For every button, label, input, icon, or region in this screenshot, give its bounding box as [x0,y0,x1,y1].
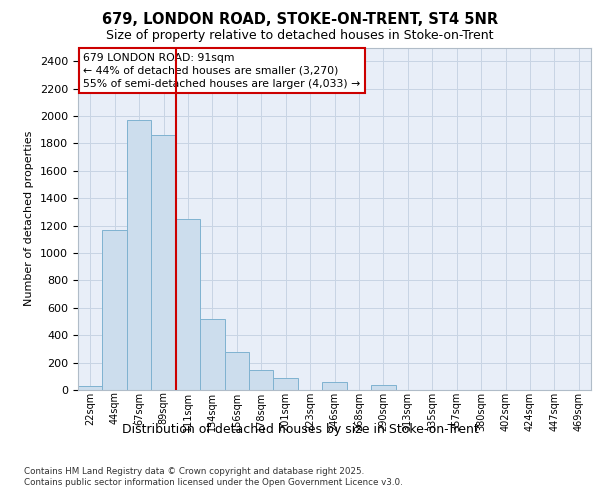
Bar [200,319,224,390]
Bar [224,352,249,390]
Bar [78,386,103,390]
Bar [371,384,395,390]
Bar [249,370,274,390]
Bar [151,135,176,390]
Bar [176,219,200,390]
Y-axis label: Number of detached properties: Number of detached properties [25,131,34,306]
Text: Distribution of detached houses by size in Stoke-on-Trent: Distribution of detached houses by size … [122,422,478,436]
Text: 679 LONDON ROAD: 91sqm
← 44% of detached houses are smaller (3,270)
55% of semi-: 679 LONDON ROAD: 91sqm ← 44% of detached… [83,52,361,89]
Text: Size of property relative to detached houses in Stoke-on-Trent: Size of property relative to detached ho… [106,29,494,42]
Bar [127,120,151,390]
Bar [274,378,298,390]
Bar [103,230,127,390]
Bar [322,382,347,390]
Text: 679, LONDON ROAD, STOKE-ON-TRENT, ST4 5NR: 679, LONDON ROAD, STOKE-ON-TRENT, ST4 5N… [102,12,498,28]
Text: Contains HM Land Registry data © Crown copyright and database right 2025.
Contai: Contains HM Land Registry data © Crown c… [24,468,403,487]
